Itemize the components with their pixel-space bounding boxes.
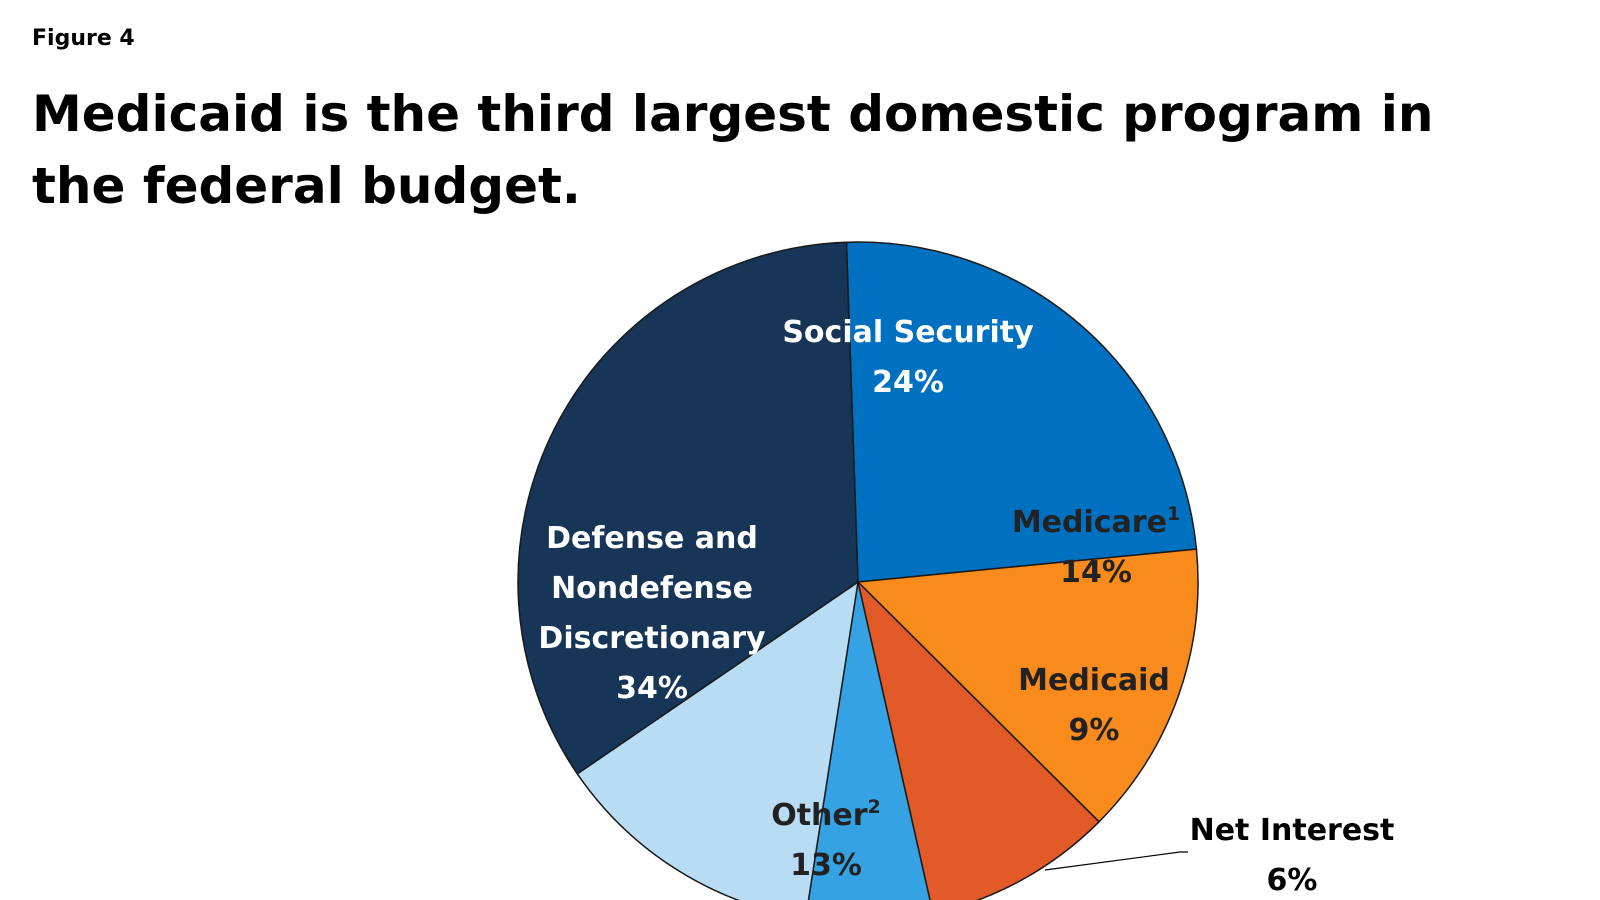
pie-slice-net-interest (807, 581, 931, 900)
slice-value-label: 24% (872, 365, 944, 400)
slice-label-net-interest: Net Interest 6% (1190, 813, 1395, 898)
figure-label: Figure 4 (32, 26, 135, 51)
slice-name-line: Nondefense (551, 571, 753, 606)
slice-name-line: Net Interest (1190, 813, 1395, 848)
slice-name-line: Other2 (771, 796, 881, 833)
slice-name-line: Defense and (546, 521, 758, 556)
slice-label-medicare: Medicare1 14% (1012, 503, 1180, 590)
slice-label-social-security: Social Security 24% (782, 315, 1034, 400)
slice-footnote-marker: 2 (868, 796, 881, 818)
slice-label-defense-and-nondefense-discretionary: Defense and Nondefense Discretionary 34% (538, 521, 766, 706)
slice-name-line: Discretionary (538, 621, 766, 656)
pie-slice-other (576, 580, 860, 900)
slice-label-other: Other2 13% (771, 796, 881, 883)
slice-value-label: 13% (790, 848, 862, 883)
slice-label-medicaid: Medicaid 9% (1018, 663, 1170, 748)
pie-slice-medicaid (856, 579, 1101, 900)
pie-slice-social-security (845, 241, 1198, 583)
slice-name-line: Medicare1 (1012, 503, 1180, 540)
slice-name-line: Medicaid (1018, 663, 1170, 698)
slice-value-label: 9% (1069, 713, 1120, 748)
slice-footnote-marker: 1 (1167, 503, 1180, 525)
pie-slice-defense-and-nondefense-discretionary (517, 241, 859, 775)
slice-value-label: 6% (1267, 863, 1318, 898)
leader-line-net-interest (1044, 851, 1188, 871)
pie-slice-medicare (856, 548, 1199, 823)
slice-name-line: Social Security (782, 315, 1034, 350)
slice-value-label: 34% (616, 671, 688, 706)
slice-value-label: 14% (1060, 555, 1132, 590)
chart-title: Medicaid is the third largest domestic p… (32, 85, 1434, 215)
